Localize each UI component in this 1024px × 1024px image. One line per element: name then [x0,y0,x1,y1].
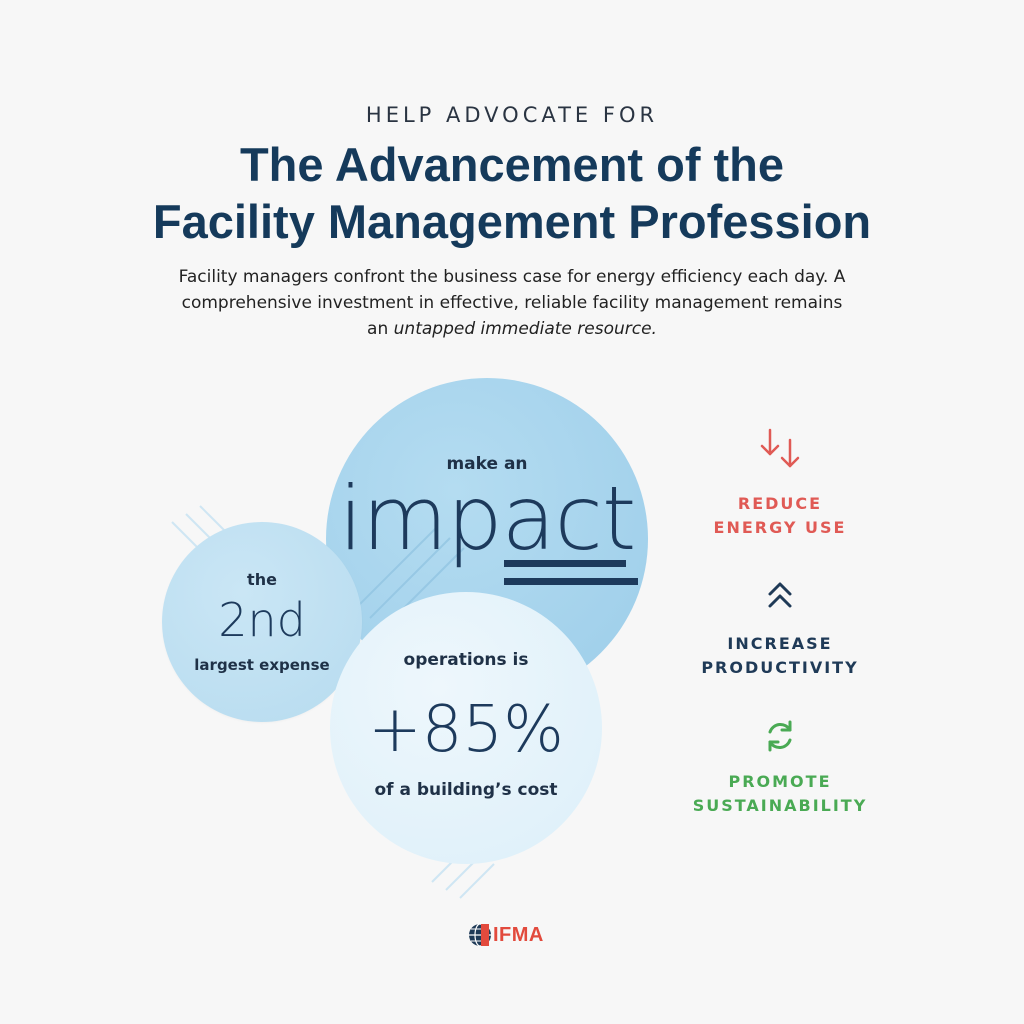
operations-circle [330,592,602,864]
second-bottom-text: largest expense [194,656,330,674]
page-title: The Advancement of the Facility Manageme… [0,136,1024,250]
down-arrows-icon [760,428,800,468]
impact-top-text: make an [446,454,528,474]
intro-line-1: Facility managers confront the business … [178,267,846,287]
ifma-globe-logo-icon [469,923,491,947]
benefit-increase-line2: PRODUCTIVITY [701,658,859,677]
intro-line-3: an untapped immediate resource. [112,316,912,342]
benefit-reduce-line2: ENERGY USE [713,518,847,537]
double-chevron-up-icon [768,582,792,608]
benefit-reduce-line1: REDUCE [737,494,823,513]
operations-big-text: +85% [368,693,564,767]
benefit-promote-line1: PROMOTE [728,772,832,791]
operations-top-text: operations is [403,650,529,670]
second-big-text: 2nd [218,593,306,647]
intro-line-2: comprehensive investment in effective, r… [181,293,843,313]
operations-bottom-text: of a building’s cost [374,780,558,800]
kicker-text: HELP ADVOCATE FOR [365,103,659,127]
benefit-promote-line2: SUSTAINABILITY [692,796,868,815]
refresh-cycle-icon [768,720,792,752]
impact-underline-2 [504,578,638,585]
title-line-2: Facility Management Profession [152,195,872,248]
intro-line-3-italic: untapped immediate resource. [393,319,657,339]
impact-big-text: impact [338,467,637,570]
intro-paragraph: Facility managers confront the business … [112,264,912,342]
intro-line-3-prefix: an [367,319,394,339]
impact-underline-1 [504,560,626,567]
benefit-increase: INCREASE PRODUCTIVITY [690,578,870,680]
benefit-promote: PROMOTE SUSTAINABILITY [690,716,870,818]
title-line-1: The Advancement of the [239,138,785,191]
second-top-text: the [247,570,277,589]
benefit-reduce: REDUCE ENERGY USE [690,424,870,540]
benefit-increase-line1: INCREASE [727,634,833,653]
ifma-logo-text: IFMA [493,924,544,946]
second-circle [162,522,362,722]
